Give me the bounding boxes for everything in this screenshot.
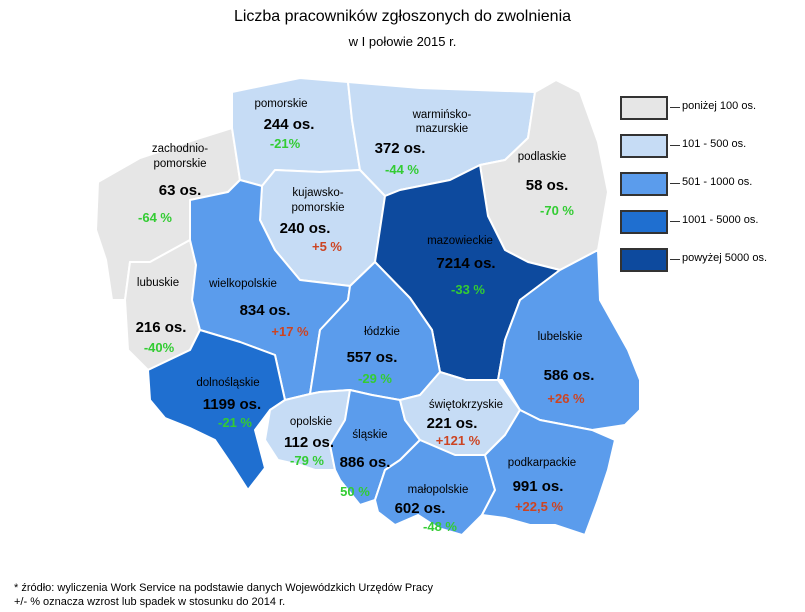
legend-label: powyżej 5000 os. (682, 252, 767, 264)
count-swietokrzyskie: 221 os. (427, 415, 478, 432)
label-kujawsko-pomorskie: kujawsko- pomorskie 240 os. +5 % (280, 187, 345, 254)
name-slaskie: śląskie (352, 429, 387, 441)
legend-item: 501 - 1000 os. (620, 172, 800, 210)
change-pomorskie: -21% (270, 136, 301, 151)
name-podkarpackie: podkarpackie (508, 457, 576, 469)
map-subtitle: w I połowie 2015 r. (348, 34, 457, 49)
footnote-source: * źródło: wyliczenia Work Service na pod… (14, 582, 433, 594)
count-podlaskie: 58 os. (526, 177, 569, 194)
name-warminsko-1: warmińsko- (412, 109, 472, 121)
count-dolnoslaskie: 1199 os. (203, 396, 261, 413)
footnote-change: +/- % oznacza wzrost lub spadek w stosun… (14, 596, 286, 608)
count-pomorskie: 244 os. (264, 116, 315, 133)
change-zachodniopomorskie: -64 % (138, 210, 172, 225)
change-warminsko: -44 % (385, 162, 419, 177)
change-kujawsko: +5 % (312, 239, 342, 254)
label-dolnoslaskie: dolnośląskie 1199 os. -21 % (196, 377, 261, 430)
count-lodzkie: 557 os. (347, 349, 398, 366)
region-dolnoslaskie (147, 329, 286, 491)
label-malopolskie: małopolskie 602 os. -48 % (395, 484, 469, 534)
label-pomorskie: pomorskie 244 os. -21% (254, 98, 314, 151)
legend-connector (670, 107, 680, 108)
count-mazowieckie: 7214 os. (436, 255, 495, 272)
name-lubelskie: lubelskie (538, 331, 583, 343)
name-kujawsko-1: kujawsko- (292, 187, 343, 199)
legend-swatch (620, 248, 668, 272)
map-title: Liczba pracowników zgłoszonych do zwolni… (233, 8, 572, 25)
count-lubuskie: 216 os. (136, 319, 187, 336)
label-mazowieckie: mazowieckie 7214 os. -33 % (427, 235, 496, 297)
legend-label: 1001 - 5000 os. (682, 214, 759, 226)
legend-swatch (620, 172, 668, 196)
count-lubelskie: 586 os. (544, 367, 595, 384)
name-opolskie: opolskie (290, 416, 332, 428)
count-zachodniopomorskie: 63 os. (159, 182, 202, 199)
legend-connector (670, 183, 680, 184)
region-malopolskie (374, 439, 496, 536)
legend-label: poniżej 100 os. (682, 100, 756, 112)
legend-item: 101 - 500 os. (620, 134, 800, 172)
change-opolskie: -79 % (290, 453, 324, 468)
legend-label: 101 - 500 os. (682, 138, 747, 150)
legend-item: poniżej 100 os. (620, 96, 800, 134)
name-kujawsko-2: pomorskie (291, 202, 344, 214)
legend: poniżej 100 os. 101 - 500 os. 501 - 1000… (620, 96, 800, 286)
label-podlaskie: podlaskie 58 os. -70 % (518, 151, 575, 218)
change-malopolskie: -48 % (423, 519, 457, 534)
change-lubuskie: -40% (144, 340, 175, 355)
legend-connector (670, 221, 680, 222)
label-wielkopolskie: wielkopolskie 834 os. +17 % (208, 278, 309, 339)
count-kujawsko: 240 os. (280, 220, 331, 237)
label-slaskie: śląskie 886 os. 50 % (340, 429, 391, 499)
change-podkarpackie: +22,5 % (515, 499, 564, 514)
legend-connector (670, 259, 680, 260)
name-warminsko-2: mazurskie (416, 123, 468, 135)
name-wielkopolskie: wielkopolskie (208, 278, 277, 290)
name-podlaskie: podlaskie (518, 151, 567, 163)
count-opolskie: 112 os. (284, 434, 334, 451)
count-podkarpackie: 991 os. (513, 478, 564, 495)
name-dolnoslaskie: dolnośląskie (196, 377, 259, 389)
label-lubuskie: lubuskie 216 os. -40% (136, 277, 187, 355)
name-lodzkie: łódzkie (364, 326, 400, 338)
label-lodzkie: łódzkie 557 os. -29 % (347, 326, 400, 386)
change-swietokrzyskie: +121 % (436, 433, 481, 448)
count-slaskie: 886 os. (340, 454, 391, 471)
legend-swatch (620, 210, 668, 234)
name-malopolskie: małopolskie (408, 484, 469, 496)
label-zachodniopomorskie: zachodnio- pomorskie 63 os. -64 % (138, 143, 208, 225)
name-lubuskie: lubuskie (137, 277, 179, 289)
count-wielkopolskie: 834 os. (240, 302, 291, 319)
change-mazowieckie: -33 % (451, 282, 485, 297)
name-zachodniopomorskie-1: zachodnio- (152, 143, 208, 155)
name-swietokrzyskie: świętokrzyskie (429, 399, 503, 411)
change-lubelskie: +26 % (547, 391, 585, 406)
label-swietokrzyskie: świętokrzyskie 221 os. +121 % (427, 399, 504, 448)
label-warminsko-mazurskie: warmińsko- mazurskie 372 os. -44 % (375, 109, 472, 177)
name-mazowieckie: mazowieckie (427, 235, 493, 247)
legend-item: powyżej 5000 os. (620, 248, 800, 286)
change-lodzkie: -29 % (358, 371, 392, 386)
label-podkarpackie: podkarpackie 991 os. +22,5 % (508, 457, 576, 514)
change-podlaskie: -70 % (540, 203, 574, 218)
legend-connector (670, 145, 680, 146)
label-opolskie: opolskie 112 os. -79 % (284, 416, 334, 468)
name-zachodniopomorskie-2: pomorskie (153, 158, 206, 170)
change-dolnoslaskie: -21 % (218, 415, 252, 430)
legend-item: 1001 - 5000 os. (620, 210, 800, 248)
region-podkarpackie (481, 409, 616, 536)
change-wielkopolskie: +17 % (271, 324, 309, 339)
legend-swatch (620, 134, 668, 158)
legend-label: 501 - 1000 os. (682, 176, 753, 188)
legend-swatch (620, 96, 668, 120)
count-warminsko: 372 os. (375, 140, 426, 157)
label-lubelskie: lubelskie 586 os. +26 % (538, 331, 595, 406)
name-pomorskie: pomorskie (254, 98, 307, 110)
change-slaskie: 50 % (340, 484, 370, 499)
count-malopolskie: 602 os. (395, 500, 446, 517)
